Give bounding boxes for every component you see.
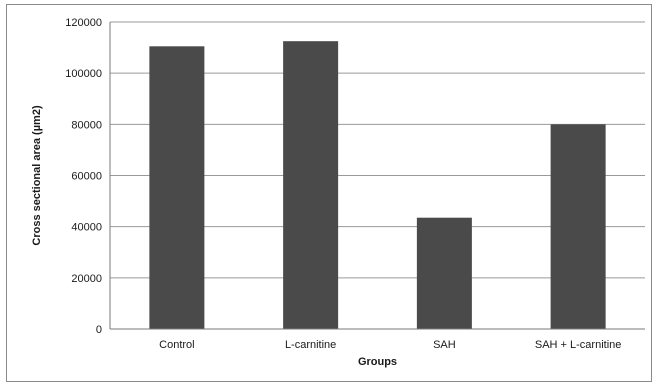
y-tick-label: 40000 (71, 222, 102, 234)
y-tick-label: 60000 (71, 171, 102, 183)
y-tick-label: 0 (96, 324, 102, 336)
y-tick-label: 120000 (65, 17, 102, 29)
y-tick-labels: 0 20000 40000 60000 80000 100000 120000 (65, 17, 102, 336)
x-tick-label: SAH + L-carnitine (535, 339, 622, 351)
bar-l-carnitine (283, 41, 339, 329)
axes (109, 22, 645, 330)
x-axis-title: Groups (358, 356, 397, 368)
bars (149, 41, 606, 329)
bar-sah (416, 217, 472, 329)
x-tick-label: SAH (433, 339, 456, 351)
x-tick-labels: Control L-carnitine SAH SAH + L-carnitine (159, 339, 621, 351)
x-tick-label: L-carnitine (285, 339, 336, 351)
y-axis-title: Cross sectional area (µm2) (31, 105, 43, 246)
y-tick-label: 100000 (65, 68, 102, 80)
y-tick-label: 80000 (71, 119, 102, 131)
x-tick-label: Control (159, 339, 194, 351)
bar-control (149, 46, 205, 329)
y-tick-label: 20000 (71, 273, 102, 285)
bar-sah-l-carnitine (550, 124, 606, 329)
